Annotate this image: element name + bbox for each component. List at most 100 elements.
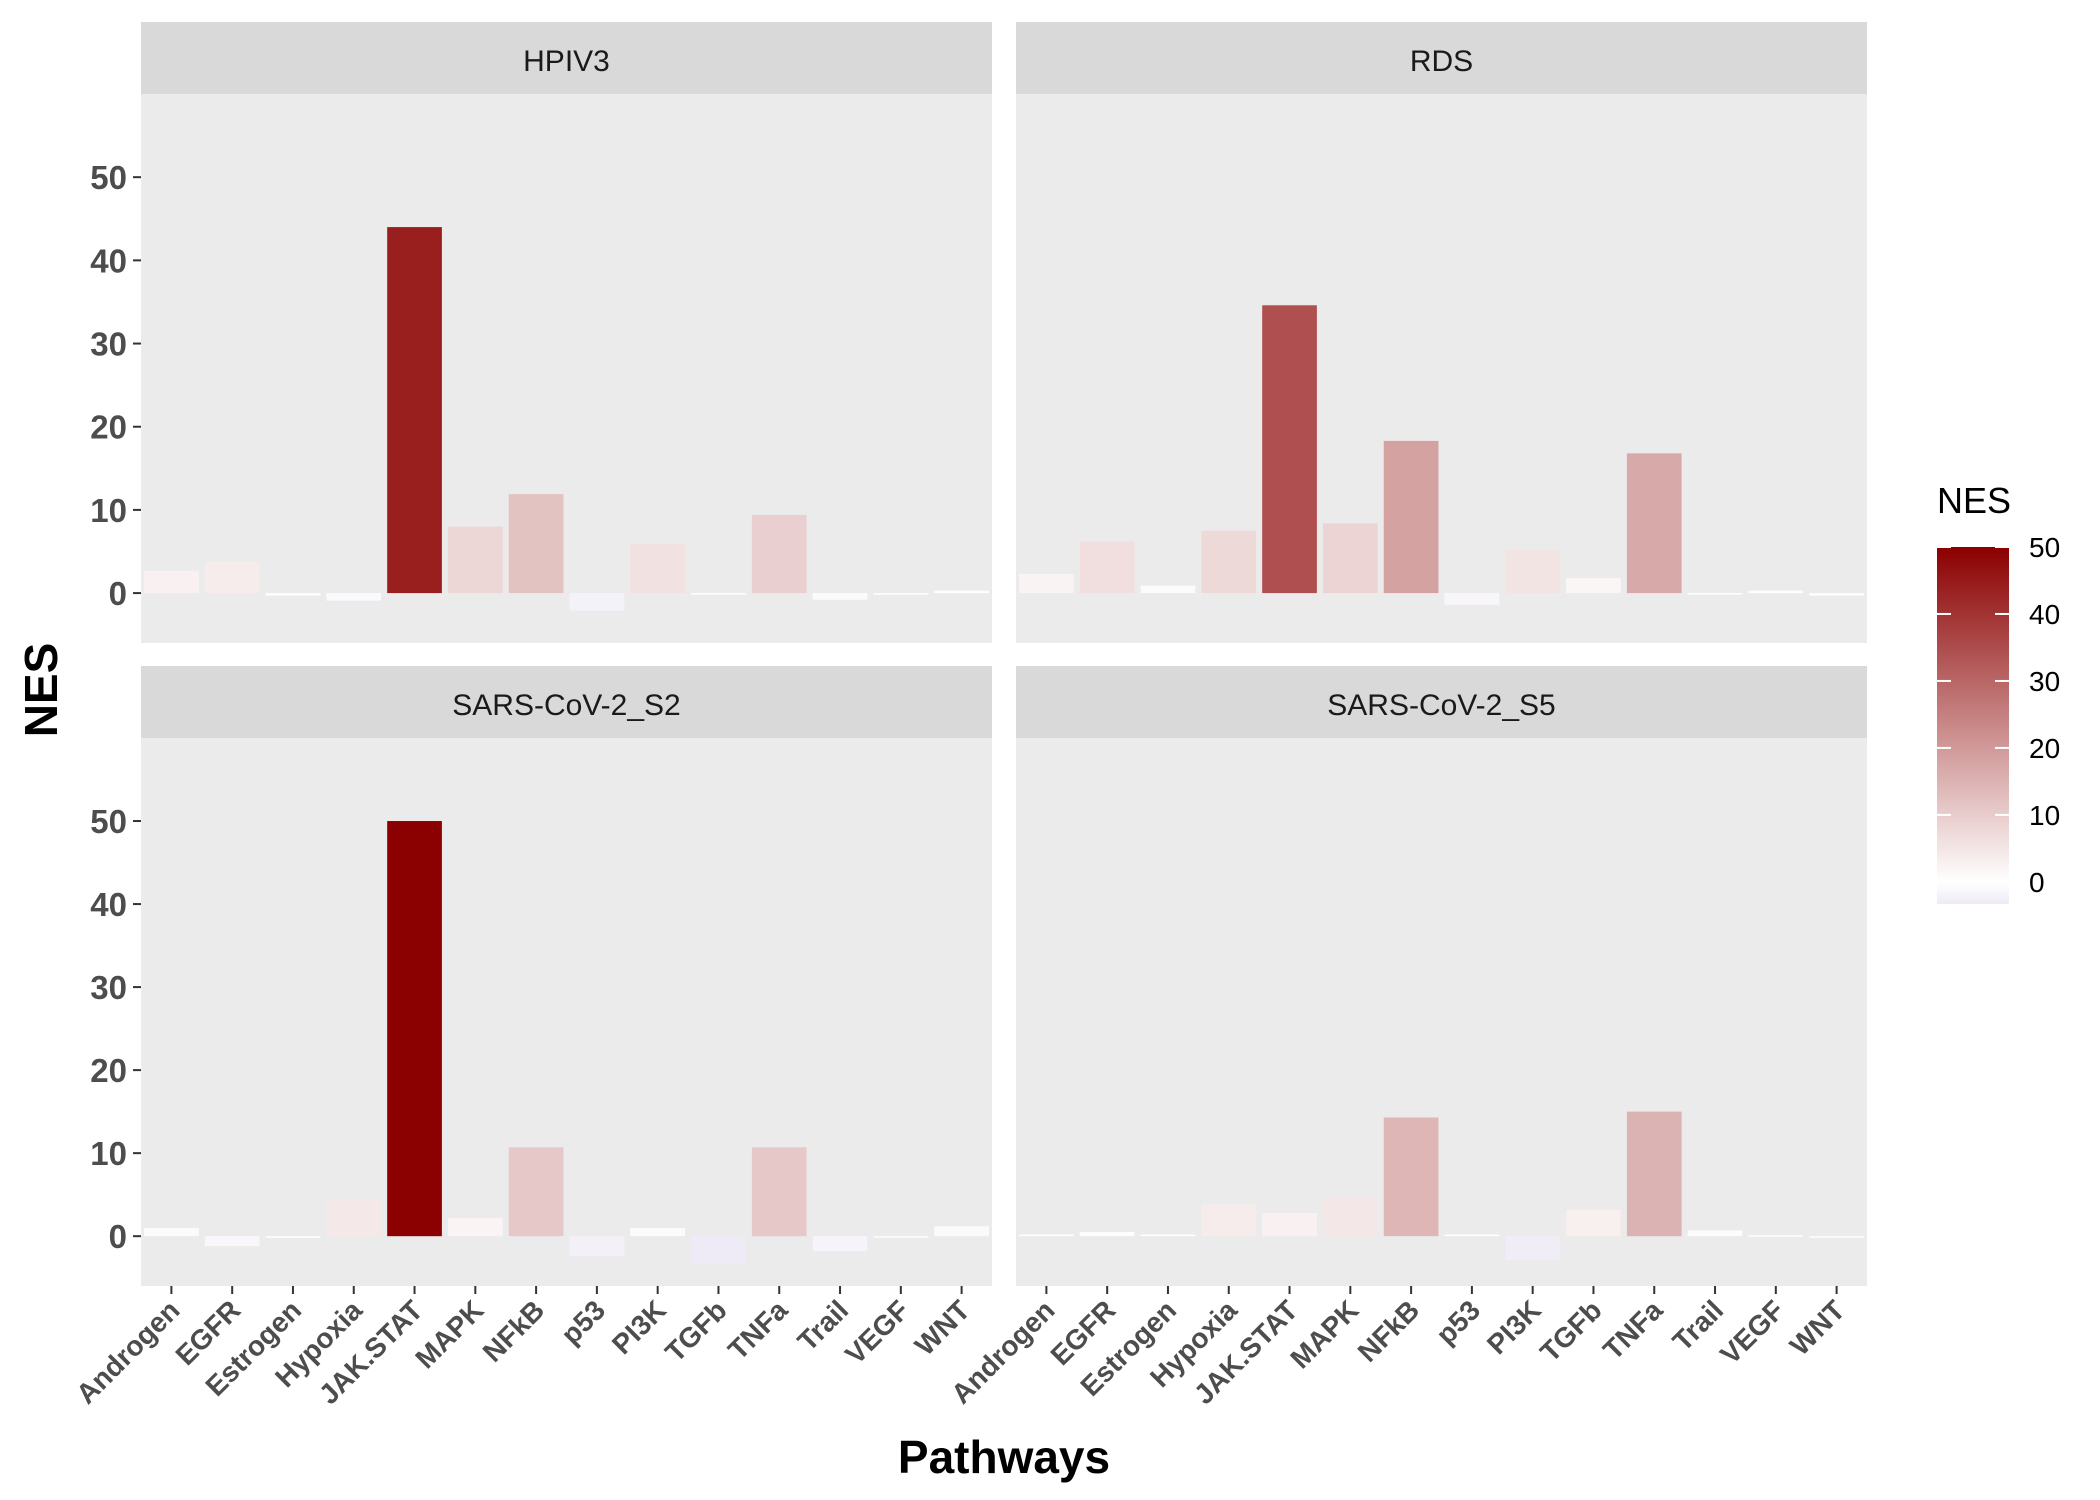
x-tick-label: TNFa <box>722 1294 794 1366</box>
bar <box>1140 585 1196 594</box>
x-tick-label: NFkB <box>1352 1294 1426 1368</box>
x-axis-title: Pathways <box>898 1431 1110 1483</box>
bar <box>144 1227 199 1237</box>
bar <box>934 590 989 594</box>
panel: SARS-CoV-2_S2 <box>141 666 992 1286</box>
bar <box>569 593 625 611</box>
bar <box>1201 1204 1257 1237</box>
bar <box>387 227 442 594</box>
y-tick-label: 10 <box>90 1135 127 1172</box>
x-tick-label: WNT <box>1784 1294 1851 1361</box>
bar <box>204 561 260 594</box>
y-tick-label: 50 <box>90 159 127 196</box>
y-tick-label: 10 <box>90 492 127 529</box>
x-axes: AndrogenEGFREstrogenHypoxiaJAK.STATMAPKN… <box>70 1286 1851 1410</box>
legend-tick-label: 50 <box>2029 532 2060 563</box>
bar <box>1626 1111 1682 1237</box>
panel-background <box>141 94 992 643</box>
x-tick-label: p53 <box>1430 1294 1486 1350</box>
facet-strip-label: RDS <box>1410 45 1473 78</box>
panel: SARS-CoV-2_S5 <box>1016 666 1867 1286</box>
y-tick-label: 0 <box>109 1218 127 1255</box>
x-tick-label: TGFb <box>1534 1294 1608 1368</box>
bar <box>1626 453 1682 594</box>
bar <box>1322 1197 1378 1237</box>
panel: RDS <box>1016 22 1867 643</box>
legend-colorbar <box>1937 547 2009 904</box>
y-tick-label: 50 <box>90 803 127 840</box>
bar <box>1505 1236 1561 1261</box>
y-tick-label: 30 <box>90 969 127 1006</box>
facet-strip-label: SARS-CoV-2_S5 <box>1327 689 1555 722</box>
legend-tick-label: 0 <box>2029 867 2045 898</box>
bar <box>1140 1234 1196 1237</box>
legend-tick-label: 20 <box>2029 733 2060 764</box>
bar <box>1687 593 1743 595</box>
bar <box>1566 1209 1621 1237</box>
bar <box>812 1236 868 1252</box>
bar <box>1809 1236 1864 1238</box>
facet-strip <box>1016 22 1867 94</box>
bar <box>326 593 382 601</box>
bar <box>691 1236 746 1264</box>
y-tick-label: 40 <box>90 242 127 279</box>
panel-background <box>1016 738 1867 1286</box>
bar <box>447 1217 503 1237</box>
bar <box>1809 593 1864 596</box>
legend-tick-label: 40 <box>2029 599 2060 630</box>
panel-background <box>1016 94 1867 643</box>
y-axes: 0 10 20 30 40 50 0 10 20 30 40 50 <box>90 159 141 1255</box>
x-tick-label: TGFb <box>659 1294 733 1368</box>
x-tick-label: PI3K <box>1481 1294 1547 1360</box>
bar <box>569 1236 625 1257</box>
bar <box>326 1198 382 1237</box>
bar <box>873 593 929 595</box>
y-axis-title: NES <box>15 643 67 738</box>
bar <box>1262 305 1317 594</box>
bar <box>1322 523 1378 594</box>
bar <box>1748 1235 1804 1237</box>
legend-tick-label: 30 <box>2029 666 2060 697</box>
bar <box>1444 1234 1500 1237</box>
x-tick-label: MAPK <box>1284 1294 1364 1374</box>
facet-panels: HPIV3 RDS SARS-CoV-2_S2 SARS-CoV-2_S5 <box>141 22 1867 1286</box>
legend: NES 0 10 20 30 40 50 <box>1937 480 2060 904</box>
facet-strip <box>141 22 992 94</box>
bar <box>1444 593 1500 605</box>
bar <box>1505 549 1561 594</box>
bar <box>1019 573 1074 594</box>
bar <box>144 570 199 594</box>
y-tick-label: 0 <box>109 575 127 612</box>
bar <box>1566 578 1621 594</box>
facet-strip-label: SARS-CoV-2_S2 <box>452 689 680 722</box>
bar <box>812 593 868 600</box>
bar <box>751 514 807 594</box>
bar <box>630 544 686 594</box>
bar <box>1383 1117 1439 1237</box>
x-tick-label: VEGF <box>839 1294 915 1370</box>
x-tick-label: p53 <box>555 1294 611 1350</box>
x-tick-label: VEGF <box>1714 1294 1790 1370</box>
bar <box>1383 440 1439 594</box>
bar <box>1262 1212 1317 1237</box>
bar <box>1687 1230 1743 1237</box>
facet-strip <box>141 666 992 738</box>
bar <box>387 821 442 1237</box>
panel-background <box>141 738 992 1286</box>
y-tick-label: 20 <box>90 1052 127 1089</box>
x-tick-label: NFkB <box>477 1294 551 1368</box>
bar <box>447 526 503 594</box>
bar <box>1748 590 1804 594</box>
bar <box>934 1226 989 1237</box>
legend-ticks: 0 10 20 30 40 50 <box>1937 532 2060 898</box>
bar <box>265 593 321 596</box>
legend-tick-label: 10 <box>2029 800 2060 831</box>
bar <box>508 494 564 594</box>
x-tick-label: Androgen <box>70 1294 185 1409</box>
x-tick-label: PI3K <box>606 1294 672 1360</box>
y-tick-label: 30 <box>90 326 127 363</box>
bar <box>508 1147 564 1237</box>
bar <box>1079 541 1135 594</box>
bar <box>630 1227 686 1237</box>
